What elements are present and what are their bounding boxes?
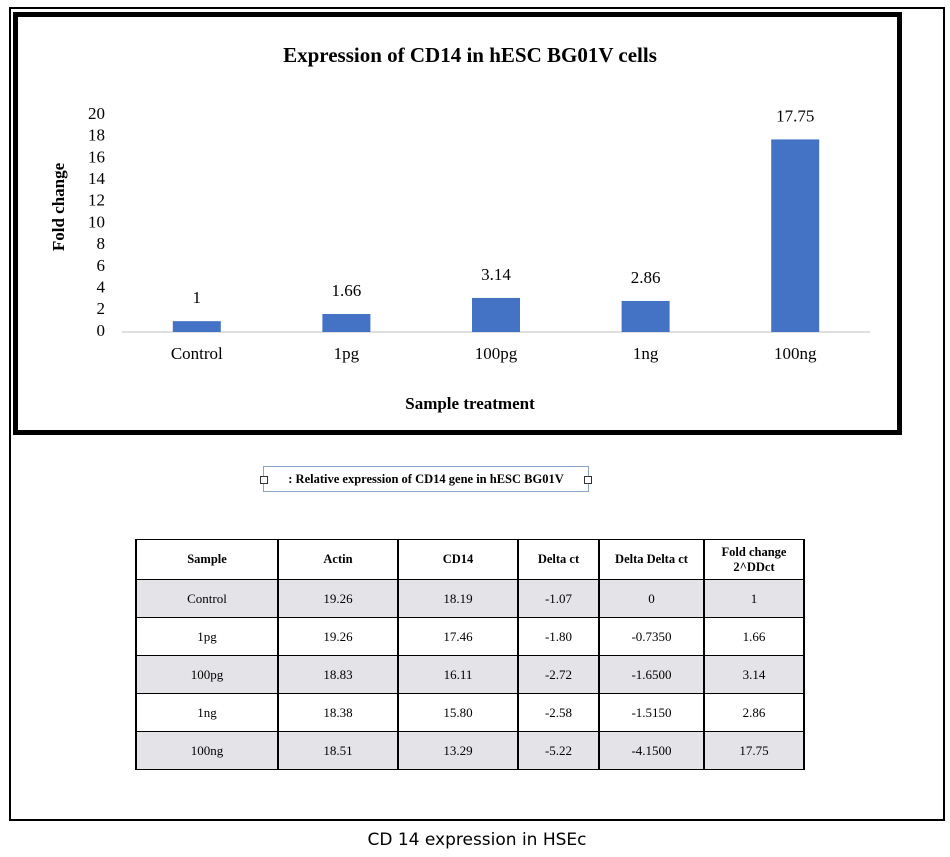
header-cell: Delta Delta ct <box>598 539 705 580</box>
table-cell: -2.72 <box>517 655 600 694</box>
bar <box>621 300 670 332</box>
x-tick-label: 100ng <box>774 344 817 363</box>
header-cell: Delta ct <box>517 539 600 580</box>
y-tick-label: 16 <box>88 147 105 166</box>
header-cell: Sample <box>135 539 279 580</box>
table-cell: Control <box>135 579 279 618</box>
x-tick-label: 1pg <box>334 344 360 363</box>
table-cell: 17.46 <box>397 617 519 656</box>
header-cell: Fold change 2^DDct <box>703 539 805 580</box>
table-cell: 19.26 <box>277 617 399 656</box>
table-row: 1pg 19.26 17.46 -1.80 -0.7350 1.66 <box>135 617 805 656</box>
data-label: 2.86 <box>631 268 661 287</box>
y-tick-label: 6 <box>97 256 106 275</box>
y-tick-label: 18 <box>88 126 105 145</box>
y-tick-label: 4 <box>97 278 106 297</box>
y-tick-label: 14 <box>88 169 106 188</box>
table-cell: -1.07 <box>517 579 600 618</box>
data-label: 17.75 <box>776 106 814 125</box>
x-tick-label: Control <box>171 344 223 363</box>
table-cell: 16.11 <box>397 655 519 694</box>
table-row: 100pg 18.83 16.11 -2.72 -1.6500 3.14 <box>135 655 805 694</box>
header-cell: Actin <box>277 539 399 580</box>
y-tick-label: 10 <box>88 212 105 231</box>
table-cell: 15.80 <box>397 693 519 732</box>
handle <box>260 476 268 484</box>
y-tick-label: 8 <box>97 234 106 253</box>
table-cell: 100ng <box>135 731 279 770</box>
table-cell: -1.6500 <box>598 655 705 694</box>
table-row: 100ng 18.51 13.29 -5.22 -4.1500 17.75 <box>135 731 805 770</box>
bar <box>472 297 520 332</box>
bar <box>322 313 371 332</box>
table-cell: 0 <box>598 579 705 618</box>
table-cell: 18.19 <box>397 579 519 618</box>
data-label: 1.66 <box>332 281 362 300</box>
table-cell: 13.29 <box>397 731 519 770</box>
x-tick-label: 1ng <box>633 344 659 363</box>
table-cell: -1.80 <box>517 617 600 656</box>
bar <box>771 139 820 332</box>
table-cell: 18.83 <box>277 655 399 694</box>
y-tick-label: 0 <box>97 321 106 340</box>
table-cell: 1pg <box>135 617 279 656</box>
data-table: Sample Actin CD14 Delta ct Delta Delta ct Fol… <box>135 539 805 770</box>
y-tick-label: 12 <box>88 191 105 210</box>
table-cell: -4.1500 <box>598 731 705 770</box>
table-cell: 1.66 <box>703 617 805 656</box>
header-row: Sample Actin CD14 Delta ct Delta Delta ct Fol… <box>135 539 805 580</box>
y-tick-label: 2 <box>97 299 106 318</box>
table-cell: -2.58 <box>517 693 600 732</box>
table-cell: -0.7350 <box>598 617 705 656</box>
table-cell: 1 <box>703 579 805 618</box>
table-caption: : Relative expression of CD14 gene in hE… <box>288 472 564 486</box>
table-cell: 100pg <box>135 655 279 694</box>
figure-caption: CD 14 expression in HSEc <box>367 830 587 850</box>
x-tick-label: 100pg <box>475 344 518 363</box>
data-label: 3.14 <box>481 265 511 284</box>
table-cell: 2.86 <box>703 693 805 732</box>
table-cell: 17.75 <box>703 731 805 770</box>
table-cell: 19.26 <box>277 579 399 618</box>
data-label: 1 <box>193 288 202 307</box>
table-cell: 18.51 <box>277 731 399 770</box>
table-cell: 1ng <box>135 693 279 732</box>
y-tick-label: 20 <box>88 104 105 123</box>
figure-frame <box>9 7 945 821</box>
table-cell: 18.38 <box>277 693 399 732</box>
chart-title: Expression of CD14 in hESC BG01V cells <box>283 43 657 67</box>
table-cell: 3.14 <box>703 655 805 694</box>
table-row: 1ng 18.38 15.80 -2.58 -1.5150 2.86 <box>135 693 805 732</box>
table-cell: -1.5150 <box>598 693 705 732</box>
table-cell: -5.22 <box>517 731 600 770</box>
y-axis-title: Fold change <box>49 162 68 251</box>
handle <box>584 476 592 484</box>
x-axis-title: Sample treatment <box>405 394 535 413</box>
table-row: Control 19.26 18.19 -1.07 0 1 <box>135 579 805 618</box>
bar <box>172 321 221 332</box>
header-cell: CD14 <box>397 539 519 580</box>
chart-frame <box>13 12 902 435</box>
table-caption-box: : Relative expression of CD14 gene in hE… <box>260 466 592 492</box>
